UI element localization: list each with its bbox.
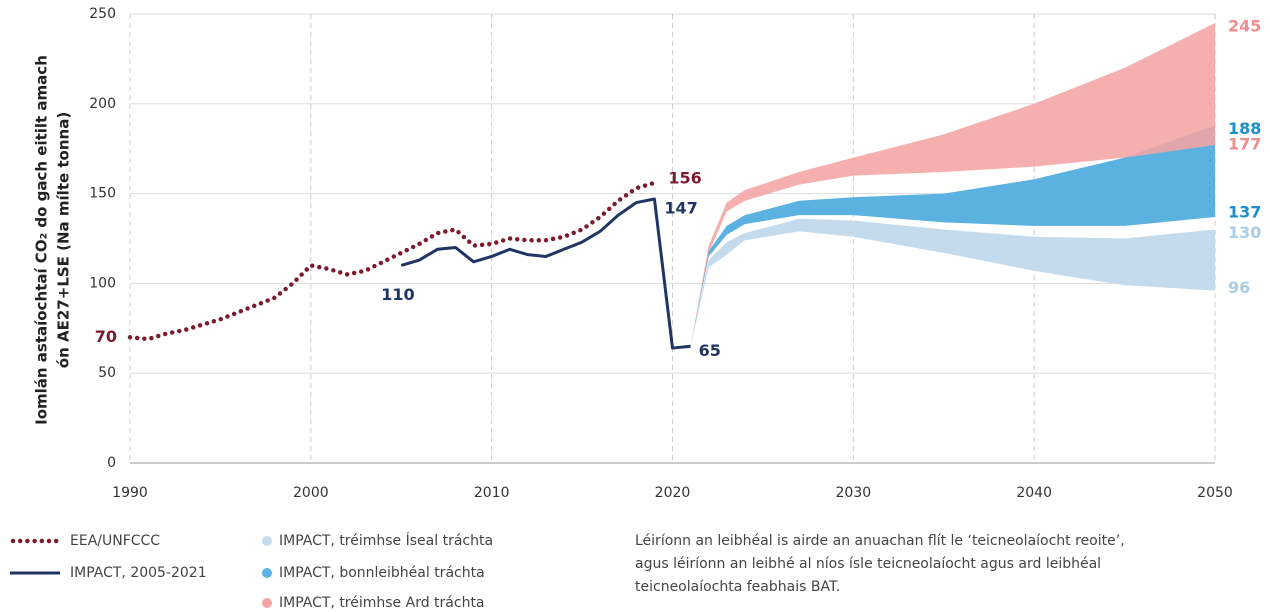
y-tick-label: 100 [89, 275, 116, 291]
x-tick-label: 2030 [836, 485, 872, 501]
series-line [400, 197, 691, 350]
y-tick-label: 150 [89, 186, 116, 202]
data-label: 137 [1228, 202, 1261, 221]
y-tick-label: 200 [89, 96, 116, 112]
data-label: 147 [664, 198, 697, 217]
legend-marker [262, 598, 272, 608]
band-area [690, 218, 1215, 347]
legend-label: EEA/UNFCCC [70, 533, 160, 549]
data-label: 70 [95, 327, 117, 346]
data-label: 156 [668, 168, 701, 187]
legend-label: IMPACT, tréimhse Íseal tráchta [279, 532, 493, 549]
data-label: 65 [699, 341, 721, 360]
band-area [690, 125, 1215, 347]
x-tick-label: 2000 [293, 485, 329, 501]
note: teicneolaíochta feabhais BAT. [635, 579, 840, 595]
y-axis-label: Iomlán astaíochtaí CO₂ do gach eitilt am… [33, 55, 51, 425]
legend-label: IMPACT, bonnleibhéal tráchta [279, 565, 485, 581]
note: agus léiríonn an leibhé al níos ísle tei… [635, 556, 1101, 572]
x-tick-label: 2040 [1016, 485, 1052, 501]
data-label: 110 [381, 285, 414, 304]
y-tick-label: 250 [89, 6, 116, 22]
y-axis-label: ón AE27+LSE (Na mílte tonna) [55, 112, 73, 368]
data-label: 188 [1228, 119, 1261, 138]
legend-marker [262, 568, 272, 578]
y-tick-label: 0 [107, 455, 116, 471]
x-tick-label: 2050 [1197, 485, 1233, 501]
legend-label: IMPACT, tréimhse Ard tráchta [279, 595, 485, 611]
y-tick-label: 50 [98, 365, 116, 381]
series-line [127, 180, 657, 342]
legend-label: IMPACT, 2005-2021 [70, 565, 207, 581]
x-tick-label: 2020 [655, 485, 691, 501]
band-area [690, 22, 1215, 347]
x-tick-label: 2010 [474, 485, 510, 501]
legend-marker [262, 536, 272, 546]
data-label: 245 [1228, 16, 1261, 35]
note: Léiríonn an leibhéal is airde an anuacha… [635, 533, 1125, 549]
data-label: 177 [1228, 135, 1261, 154]
x-tick-label: 1990 [112, 485, 148, 501]
data-label: 96 [1228, 278, 1250, 297]
data-label: 130 [1228, 223, 1261, 242]
